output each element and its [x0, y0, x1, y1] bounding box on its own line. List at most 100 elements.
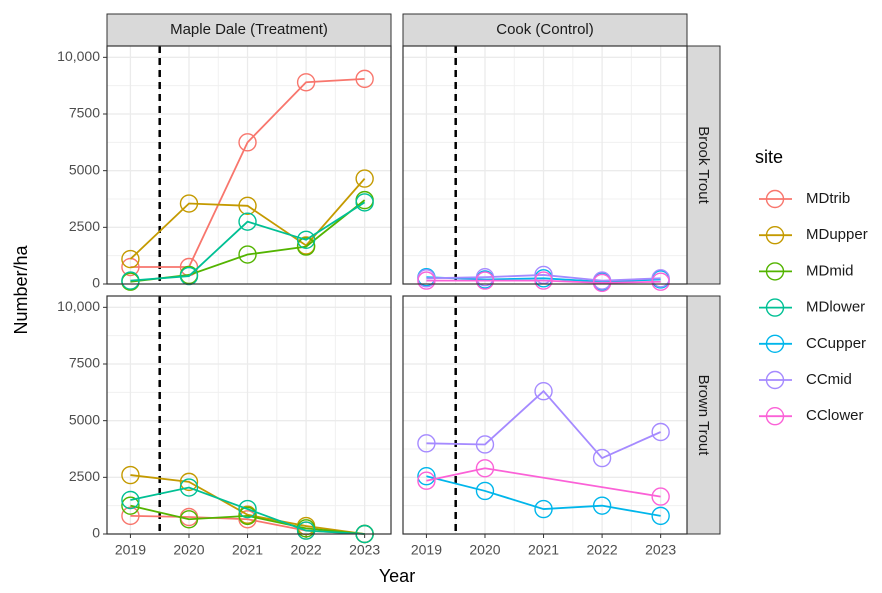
- x-tick-label: 2019: [115, 542, 146, 558]
- strip-label: Brown Trout: [695, 375, 712, 457]
- x-tick-label: 2021: [528, 542, 559, 558]
- x-tick-label: 2021: [232, 542, 263, 558]
- series-line: [426, 389, 662, 460]
- data-point: [417, 434, 436, 453]
- data-point: [651, 422, 670, 442]
- x-tick-label: 2022: [291, 542, 322, 558]
- data-point: [534, 499, 553, 519]
- data-point: [475, 435, 495, 454]
- legend-key: [765, 189, 785, 209]
- legend-key: [765, 262, 785, 281]
- x-tick-label: 2023: [349, 542, 380, 558]
- data-point: [179, 478, 199, 497]
- legend-title: site: [755, 147, 783, 167]
- data-point: [475, 271, 495, 290]
- data-point: [417, 471, 436, 490]
- data-point: [651, 487, 670, 506]
- legend-label: CCupper: [806, 335, 866, 352]
- y-tick-label: 0: [92, 275, 100, 291]
- y-tick-label: 2500: [69, 218, 100, 234]
- x-tick-label: 2020: [469, 542, 500, 558]
- strip: [106, 13, 392, 47]
- data-point: [121, 490, 140, 510]
- data-point: [296, 237, 316, 256]
- legend-key: [765, 407, 785, 426]
- data-point: [355, 169, 374, 188]
- strip-label: Cook (Control): [496, 21, 594, 38]
- data-point: [238, 212, 257, 231]
- data-point: [296, 73, 316, 92]
- series-line: [129, 178, 366, 260]
- data-point: [651, 272, 670, 291]
- data-point: [179, 194, 199, 213]
- panel-border: [402, 45, 688, 285]
- data-point: [592, 496, 612, 515]
- data-point: [475, 481, 495, 501]
- strip: [402, 13, 688, 47]
- panel-border: [402, 295, 688, 535]
- x-tick-label: 2022: [587, 542, 618, 558]
- series-line: [426, 276, 661, 283]
- legend-key: [765, 298, 785, 317]
- series-line: [426, 467, 661, 498]
- data-point: [179, 472, 199, 492]
- panel: [403, 296, 687, 534]
- strip: [686, 295, 721, 535]
- panel: [403, 46, 687, 284]
- series-line: [426, 475, 661, 517]
- data-point: [121, 506, 140, 526]
- data-point: [592, 448, 612, 468]
- y-tick-label: 10,000: [57, 48, 100, 64]
- strip-label: Brook Trout: [695, 126, 712, 204]
- data-point: [475, 459, 495, 478]
- data-point: [296, 230, 316, 250]
- y-axis-label: Number/ha: [11, 244, 31, 334]
- panel: [107, 296, 391, 534]
- data-point: [534, 382, 553, 401]
- series-line: [130, 474, 365, 535]
- legend-key: [765, 225, 785, 245]
- data-point: [355, 69, 374, 89]
- strip-label: Maple Dale (Treatment): [170, 21, 328, 38]
- data-point: [238, 245, 257, 264]
- x-tick-label: 2023: [645, 542, 676, 558]
- panel: [107, 46, 391, 284]
- strip: [686, 45, 721, 285]
- panel-border: [106, 295, 392, 535]
- legend-label: CCmid: [806, 371, 852, 388]
- data-point: [179, 510, 199, 529]
- y-tick-label: 10,000: [57, 298, 100, 314]
- data-point: [296, 521, 316, 540]
- y-tick-label: 2500: [69, 468, 100, 484]
- data-point: [238, 506, 257, 526]
- x-axis-label: Year: [379, 566, 415, 586]
- data-point: [534, 271, 553, 290]
- data-point: [417, 271, 436, 290]
- legend-label: MDupper: [806, 226, 868, 243]
- data-point: [121, 465, 140, 485]
- legend-label: MDtrib: [806, 190, 850, 207]
- series-line: [130, 77, 365, 268]
- series-line: [130, 201, 366, 282]
- data-point: [121, 271, 140, 290]
- y-tick-label: 5000: [69, 411, 100, 427]
- data-point: [592, 273, 612, 293]
- panel-border: [106, 45, 392, 285]
- y-tick-label: 7500: [69, 355, 100, 371]
- data-point: [238, 499, 257, 519]
- y-tick-label: 0: [92, 525, 100, 541]
- y-tick-label: 5000: [69, 161, 100, 177]
- series-line: [426, 279, 661, 284]
- y-tick-label: 7500: [69, 105, 100, 121]
- series-line: [130, 486, 365, 535]
- data-point: [238, 196, 257, 216]
- legend-label: CClower: [806, 407, 864, 424]
- data-point: [417, 467, 436, 486]
- x-tick-label: 2019: [411, 542, 442, 558]
- legend-label: MDlower: [806, 299, 865, 316]
- data-point: [121, 249, 140, 269]
- series-line: [130, 504, 365, 535]
- data-point: [651, 506, 670, 526]
- data-point: [121, 496, 140, 515]
